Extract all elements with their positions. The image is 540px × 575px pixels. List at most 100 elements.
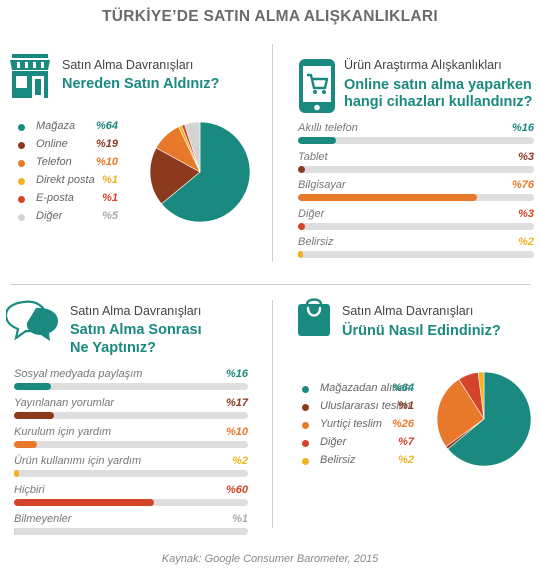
legend-value: %26 [391, 418, 414, 430]
bar-label: Bilgisayar [298, 179, 346, 191]
legend-swatch [302, 386, 309, 393]
legend-item: E-posta %1 [18, 192, 118, 208]
legend-label: Mağazadan alınan [320, 382, 411, 394]
legend-value: %7 [398, 436, 414, 448]
shopping-bag-icon [296, 296, 332, 338]
legend-swatch [302, 404, 309, 411]
legend-item: Mağaza %64 [18, 120, 118, 136]
legend-swatch [18, 160, 25, 167]
legend-item: Mağazadan alınan %64 [302, 382, 432, 398]
bar-track [14, 412, 248, 419]
legend-item: Uluslararası teslim %1 [302, 400, 432, 416]
bar-label: Sosyal medyada paylaşım [14, 368, 143, 380]
tr-heading-line1: Online satın alma yaparken [344, 77, 532, 93]
bar-label: Tablet [298, 150, 328, 163]
bar-track [14, 383, 248, 390]
bar-row: Tablet %3 [298, 151, 534, 179]
legend-item: Online %19 [18, 138, 118, 154]
speech-bubbles-icon [4, 298, 62, 344]
bl-subtitle: Satın Alma Davranışları [70, 304, 202, 318]
bar-label: Bilmeyenler [14, 513, 72, 525]
legend-value: %19 [95, 138, 118, 150]
bar-value: %2 [232, 455, 248, 467]
tl-legend: Mağaza %64 Online %19 Telefon %10 Direkt posta… [18, 120, 118, 230]
vertical-divider-bottom [272, 300, 273, 528]
bar-track [298, 137, 534, 144]
bar-fill [14, 412, 54, 419]
tr-heading-line2: hangi cihazları kullandınız? [344, 94, 533, 110]
bl-bar-chart: Sosyal medyada paylaşım %16 Yayınlanan yor… [14, 368, 248, 538]
legend-item: Yurtiçi teslim %26 [302, 418, 432, 434]
legend-swatch [18, 124, 25, 131]
bar-row: Ürün kullanımı için yardım %2 [14, 455, 248, 483]
page-title: TÜRKİYE’DE SATIN ALMA ALIŞKANLIKLARI [102, 8, 438, 25]
bar-fill [14, 470, 19, 477]
horizontal-divider [10, 284, 530, 285]
store-icon [8, 52, 52, 100]
bar-fill [298, 251, 303, 258]
br-heading: Ürünü Nasıl Edindiniz? [342, 323, 501, 339]
bar-label: Hiçbiri [14, 484, 45, 496]
legend-swatch [302, 422, 309, 429]
source-note: Kaynak: Google Consumer Barometer, 2015 [161, 553, 379, 565]
legend-value: %2 [398, 454, 414, 466]
pie-slice-2 [437, 378, 485, 448]
bar-fill [14, 383, 52, 390]
legend-swatch [302, 440, 309, 447]
bar-track [14, 499, 248, 506]
bar-row: Belirsiz %2 [298, 236, 534, 264]
pie-slice-5 [184, 122, 201, 173]
bar-value: %10 [225, 426, 248, 438]
bar-label: Akıllı telefon [298, 122, 358, 134]
legend-label: Mağaza [36, 120, 76, 132]
legend-value: %1 [102, 174, 118, 186]
smartphone-cart-icon [298, 58, 336, 114]
bar-track [298, 165, 534, 173]
pie-slice-0 [447, 372, 531, 466]
bar-row: Yayınlanan yorumlar %17 [14, 397, 248, 425]
bar-value: %1 [232, 513, 248, 525]
bar-fill [298, 194, 478, 201]
bar-value: %3 [518, 207, 534, 220]
legend-item: Telefon %10 [18, 156, 118, 172]
bar-label: Ürün kullanımı için yardım [14, 455, 142, 467]
bar-track [298, 194, 534, 201]
legend-swatch [18, 196, 25, 203]
bar-label: Kurulum için yardım [14, 426, 112, 438]
bar-track [14, 528, 248, 535]
bar-fill [14, 499, 155, 506]
tr-subtitle: Ürün Araştırma Alışkanlıkları [344, 58, 502, 72]
bar-row: Bilmeyenler %1 [14, 513, 248, 541]
bar-row: Diğer %3 [298, 208, 534, 236]
pie-slice-4 [477, 372, 485, 420]
bar-row: Bilgisayar %76 [298, 179, 534, 207]
legend-value: %1 [398, 400, 414, 412]
bar-value: %60 [225, 484, 248, 496]
legend-swatch [302, 458, 309, 465]
vertical-divider-top [272, 44, 273, 262]
bar-fill [14, 528, 17, 535]
br-pie-chart [437, 372, 531, 466]
bar-value: %2 [518, 236, 534, 248]
bar-track [298, 222, 534, 230]
bar-label: Belirsiz [298, 236, 334, 248]
bar-value: %16 [225, 368, 248, 380]
bar-fill [298, 222, 306, 230]
legend-item: Diğer %7 [302, 436, 432, 452]
legend-value: %5 [102, 210, 118, 222]
bar-value: %76 [511, 179, 534, 191]
bar-row: Kurulum için yardım %10 [14, 426, 248, 454]
legend-value: %64 [391, 382, 414, 394]
bar-track [298, 251, 534, 258]
legend-label: Uluslararası teslim [320, 400, 411, 412]
legend-label: E-posta [36, 192, 74, 204]
bar-row: Sosyal medyada paylaşım %16 [14, 368, 248, 396]
legend-item: Direkt posta %1 [18, 174, 118, 190]
legend-swatch [18, 142, 25, 149]
bar-track [14, 441, 248, 448]
bar-label: Yayınlanan yorumlar [14, 397, 115, 409]
legend-label: Yurtiçi teslim [320, 418, 382, 430]
tl-subtitle: Satın Alma Davranışları [62, 58, 194, 72]
legend-label: Diğer [36, 210, 63, 222]
bar-value: %3 [518, 150, 534, 163]
